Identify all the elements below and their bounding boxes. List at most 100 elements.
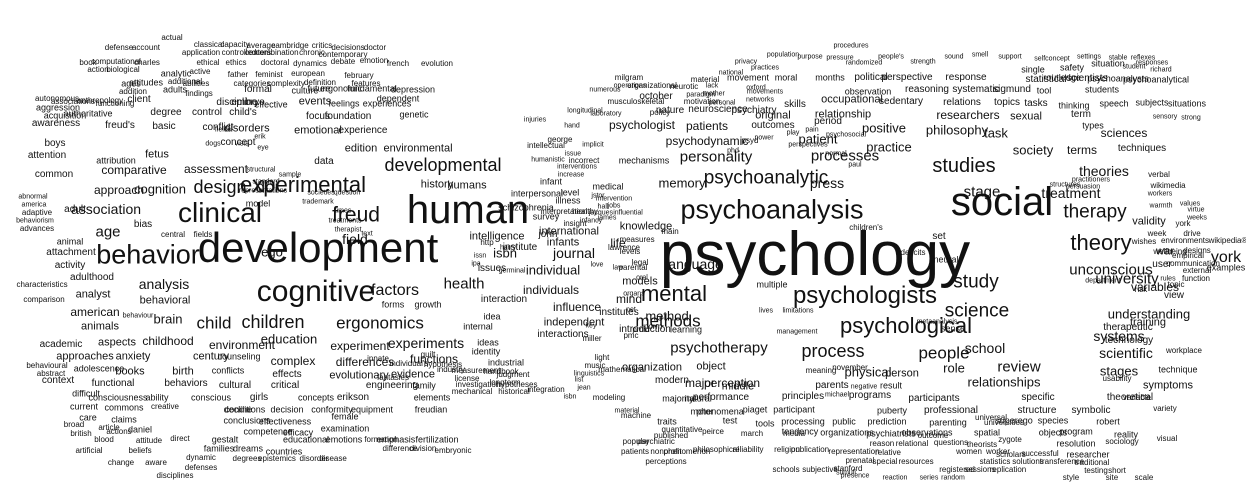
cloud-word: childhood [142,335,193,347]
cloud-word: neural [933,256,958,265]
cloud-word: sense [941,325,965,334]
cloud-word: dynamic [186,454,216,462]
cloud-word: academic [40,340,83,350]
cloud-word: therapy [1063,203,1126,222]
cloud-word: lack [706,83,718,90]
cloud-word: environmental [383,144,452,155]
cloud-word: strength [910,59,935,66]
cloud-word: musculoskeletal [608,98,665,106]
cloud-word: european [291,70,325,78]
cloud-word: dreams [233,445,263,454]
cloud-word: events [299,97,331,108]
cloud-word: aware [145,459,167,467]
cloud-word: dogs [205,141,220,148]
cloud-word: practitioners [1072,177,1110,184]
cloud-word: experiment [330,340,389,352]
cloud-word: months [815,74,845,83]
cloud-word: specific [1021,393,1054,403]
cloud-word: press [810,176,844,190]
cloud-word: sound [944,54,963,61]
cloud-word: data [314,157,333,167]
cloud-word: view [1164,291,1184,301]
cloud-word: multiple [756,281,787,290]
cloud-word: critical [271,381,299,391]
cloud-word: freud's [105,121,135,131]
cloud-word: structural [247,167,276,174]
cloud-word: power [754,135,773,142]
cloud-word: formation [364,436,397,444]
cloud-word: resolution [1056,440,1095,449]
cloud-word: beliefs [128,447,151,455]
cloud-word: perceptions [645,458,686,466]
cloud-word: pain [805,127,818,134]
cloud-word: children's [849,224,883,232]
cloud-word: variety [1153,405,1177,413]
cloud-word: internal [463,323,493,332]
cloud-word: scale [1135,474,1154,482]
cloud-word: stage [964,185,1001,200]
cloud-word: quantitative [662,426,703,434]
cloud-word: drive [1183,230,1200,238]
cloud-word: organs [623,291,644,298]
cloud-word: attachment [46,248,95,258]
cloud-word: animals [81,322,119,333]
cloud-word: variable [1123,394,1151,402]
cloud-word: topics [994,98,1020,108]
cloud-word: technology [1105,336,1153,346]
cloud-word: fields [194,231,213,239]
cloud-word: role [943,362,965,375]
cloud-word: music [585,362,606,370]
cloud-word: student [1123,64,1146,71]
cloud-word: vista [235,141,249,148]
cloud-word: metaanalysis [917,319,958,326]
cloud-word: harry [500,245,516,252]
cloud-word: sedentary [879,97,923,107]
cloud-word: technique [1158,366,1197,375]
cloud-word: strong [1181,115,1200,122]
cloud-word: treatments [328,218,361,225]
cloud-word: usability [1103,375,1132,383]
cloud-word: conscious [191,394,231,403]
cloud-word: difference [383,445,418,453]
cloud-word: subjective [802,466,838,474]
cloud-word: examination [321,425,370,434]
cloud-word: risk [1135,286,1147,294]
cloud-word: germinal [499,268,526,275]
cloud-word: single [1021,66,1045,75]
cloud-word: john [539,230,558,240]
cloud-word: sexual [1010,112,1042,123]
cloud-word: species [1038,417,1069,426]
cloud-word: sociology [1105,438,1138,446]
cloud-word: patients [686,120,728,132]
cloud-word: mechanical [452,388,492,396]
cloud-word: communication [1166,260,1220,268]
cloud-word: spatial [974,429,1000,438]
cloud-word: media [783,430,805,438]
cloud-word: british [70,430,91,438]
cloud-word: patients [621,448,649,456]
cloud-word: depression [391,86,435,95]
cloud-word: behaviour [123,313,154,320]
cloud-word: settings [1077,54,1101,61]
cloud-word: normal [825,151,846,158]
cloud-word: study [953,273,998,292]
cloud-word: studies [932,156,995,176]
cloud-word: children [241,313,304,331]
cloud-word: prenatal [846,457,875,465]
cloud-word: activity [55,261,86,271]
cloud-word: combination [255,49,298,57]
cloud-word: elements [414,394,451,403]
cloud-word: students [1085,86,1119,95]
cloud-word: therapist [335,227,362,234]
cloud-word: mechanisms [619,157,670,166]
cloud-word: skills [784,100,806,110]
cloud-word: degree [150,108,181,118]
cloud-word: hypothesis [424,361,462,369]
cloud-word: site [1106,474,1118,482]
cloud-word: special [873,458,898,466]
cloud-word: disciplines [157,472,194,480]
cloud-word: infant [540,178,562,187]
cloud-word: erik [254,134,265,141]
cloud-word: standard [252,179,279,186]
cloud-word: attitude [136,437,162,445]
